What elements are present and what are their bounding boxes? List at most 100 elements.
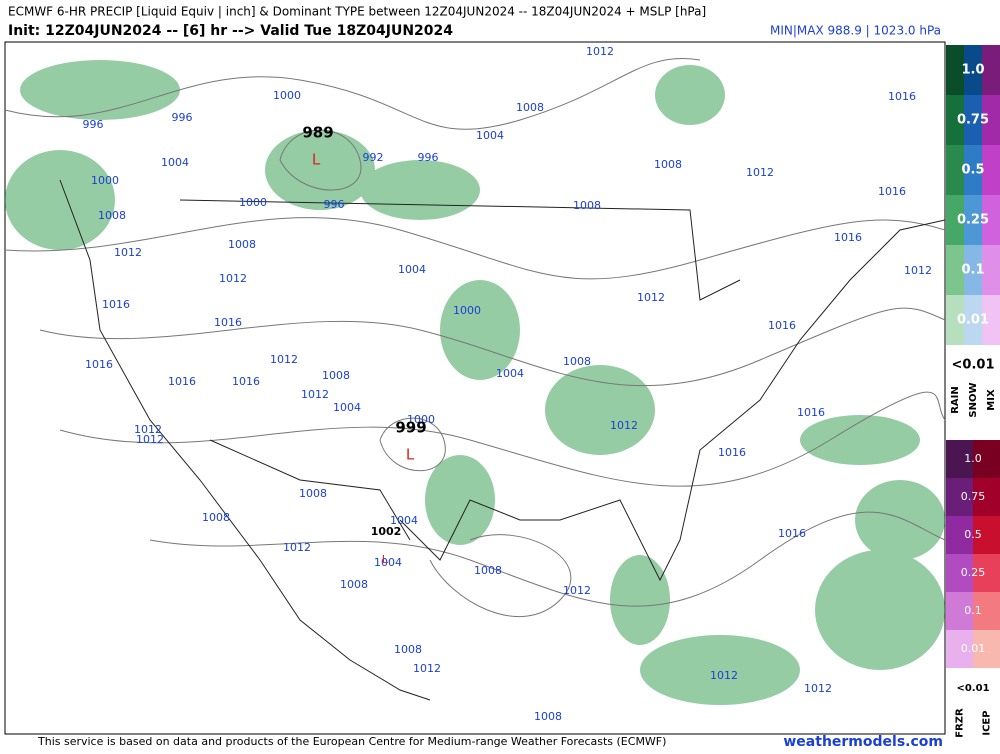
isobar-label: 1016 xyxy=(168,375,196,388)
isobar-label: 996 xyxy=(83,118,104,131)
legend-swatch xyxy=(946,630,973,668)
isobar-label: 1004 xyxy=(390,514,418,527)
isobar-label: 1008 xyxy=(563,355,591,368)
isobar-label: 1016 xyxy=(85,358,113,371)
isobar-label: 1004 xyxy=(496,367,524,380)
legend-level: 0.25 xyxy=(957,213,989,228)
isobar-label: 1008 xyxy=(394,643,422,656)
pressure-center-value: 989 xyxy=(302,124,333,142)
isobar-label: 1016 xyxy=(718,446,746,459)
legend-level: 1.0 xyxy=(961,63,984,78)
legend-swatch xyxy=(946,554,973,592)
min-max: MIN|MAX 988.9 | 1023.0 hPa xyxy=(770,24,941,38)
legend-below: <0.01 xyxy=(952,358,995,373)
legend-level: 0.5 xyxy=(961,163,984,178)
legend-swatch xyxy=(982,45,1000,95)
legend-swatch xyxy=(946,516,973,554)
low-symbol: L xyxy=(406,446,415,464)
isobar-label: 1008 xyxy=(202,511,230,524)
legend-type: FRZR xyxy=(955,708,966,738)
legend-swatch xyxy=(964,195,982,245)
legend-swatch xyxy=(973,478,1000,516)
isobar-label: 1000 xyxy=(407,413,435,426)
isobar-label: 1012 xyxy=(746,166,774,179)
legend-level: 1.0 xyxy=(964,452,982,465)
precip-area xyxy=(640,635,800,705)
precip-area xyxy=(440,280,520,380)
isobar-label: 1016 xyxy=(878,185,906,198)
low-symbol: L xyxy=(382,553,389,566)
pressure-center-value: 999 xyxy=(395,419,426,437)
legend-swatch xyxy=(982,95,1000,145)
pressure-center-value: 1002 xyxy=(371,525,402,538)
isobar xyxy=(379,417,446,472)
isobar-label: 1004 xyxy=(161,156,189,169)
isobar xyxy=(149,511,946,607)
border xyxy=(179,199,741,301)
isobar-label: 1012 xyxy=(114,246,142,259)
legend-swatch xyxy=(946,478,973,516)
precip-areas xyxy=(5,60,945,705)
isobar xyxy=(429,534,572,618)
isobar-label: 1008 xyxy=(299,487,327,500)
legend-swatch xyxy=(973,630,1000,668)
legend-level: 0.5 xyxy=(964,528,982,541)
legend-level: 0.01 xyxy=(961,642,986,655)
isobar xyxy=(4,217,946,280)
isobar-label: 1016 xyxy=(214,316,242,329)
isobar xyxy=(39,307,946,387)
isobar-label: 1012 xyxy=(610,419,638,432)
isobars xyxy=(4,58,946,618)
isobar-label: 1012 xyxy=(804,682,832,695)
precip-area xyxy=(545,365,655,455)
isobar-label: 1008 xyxy=(98,209,126,222)
legend-level: 0.75 xyxy=(961,490,986,503)
legend-level: 0.1 xyxy=(961,263,984,278)
legend-swatch xyxy=(946,145,964,195)
precip-area xyxy=(5,150,115,250)
credit: This service is based on data and produc… xyxy=(37,735,666,748)
isobar-label: 1012 xyxy=(136,433,164,446)
isobar-label: 1012 xyxy=(219,272,247,285)
coastline xyxy=(59,179,431,701)
isobar-label: 1016 xyxy=(778,527,806,540)
map-title: ECMWF 6-HR PRECIP [Liquid Equiv | inch] … xyxy=(8,5,706,19)
isobar-label: 1012 xyxy=(301,388,329,401)
precip-area xyxy=(655,65,725,125)
legend-swatch xyxy=(964,45,982,95)
isobar-label: 1008 xyxy=(573,199,601,212)
isobar-label: 1016 xyxy=(888,90,916,103)
isobar-label: 1012 xyxy=(134,423,162,436)
isobar-label: 996 xyxy=(324,198,345,211)
coastlines xyxy=(59,179,946,701)
isobar-label: 1004 xyxy=(333,401,361,414)
isobar-label: 1012 xyxy=(283,541,311,554)
legend-type: SNOW xyxy=(968,382,979,417)
legend-level: 0.75 xyxy=(957,113,989,128)
legend-swatch xyxy=(964,245,982,295)
legend-swatch xyxy=(946,245,964,295)
legend: 1.0 0.75 0.5 0.25 0.1 0.01 <0.01 RAIN SNOW MIX 1.0… xyxy=(946,45,1000,738)
isobar-label: 1016 xyxy=(834,231,862,244)
legend-swatch xyxy=(964,145,982,195)
isobar-label: 1016 xyxy=(232,375,260,388)
isobar-label: 1016 xyxy=(797,406,825,419)
isobar xyxy=(279,129,362,191)
legend-swatch xyxy=(946,592,973,630)
init-line: Init: 12Z04JUN2024 -- [6] hr --> Valid T… xyxy=(8,23,453,39)
isobar-label: 1012 xyxy=(413,662,441,675)
isobar-label: 1012 xyxy=(270,353,298,366)
isobar-label: 1000 xyxy=(239,196,267,209)
legend-swatch xyxy=(964,95,982,145)
map-frame xyxy=(4,41,946,735)
isobar-label: 1016 xyxy=(768,319,796,332)
legend-level: 0.25 xyxy=(961,566,986,579)
isobar-label: 1000 xyxy=(273,89,301,102)
legend-swatch xyxy=(973,440,1000,478)
coastline xyxy=(399,219,946,582)
legend-swatch xyxy=(946,440,973,478)
isobar xyxy=(4,58,701,130)
precip-area xyxy=(360,160,480,220)
precip-area xyxy=(265,130,375,210)
isobar-label: 1012 xyxy=(637,291,665,304)
